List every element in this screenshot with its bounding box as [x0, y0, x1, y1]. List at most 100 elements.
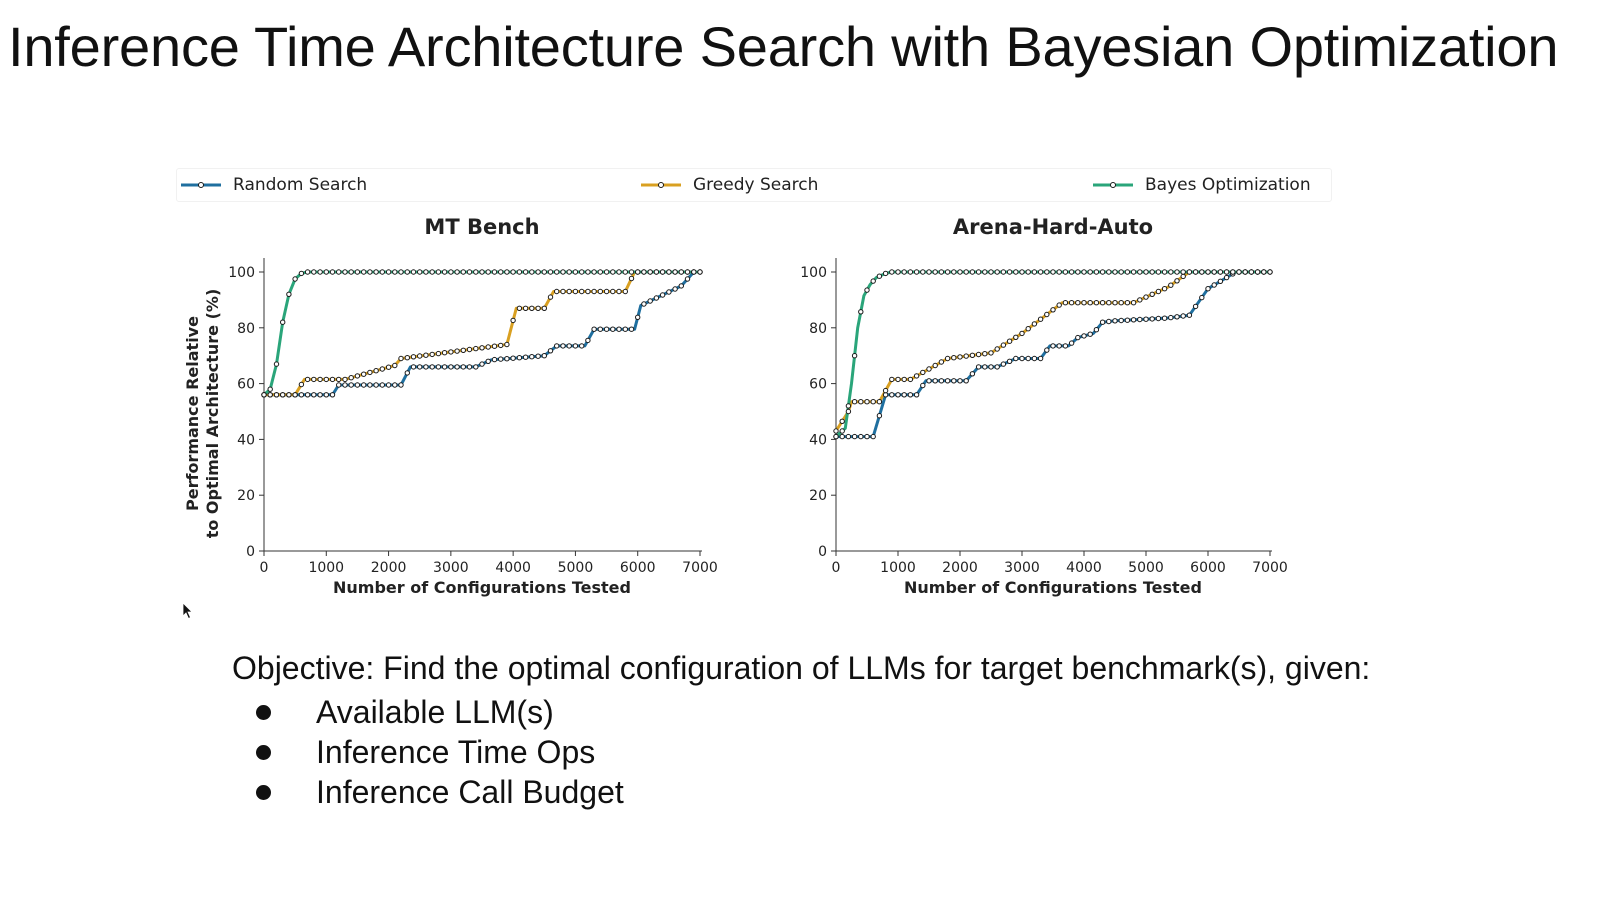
data-point-greedy-search: [398, 355, 404, 362]
y-tick-label: 80: [809, 321, 827, 337]
data-point-bayes-optimization: [261, 392, 267, 398]
data-point-bayes-optimization: [1118, 269, 1124, 275]
data-point-greedy-search: [1025, 326, 1031, 332]
data-point-greedy-search: [864, 399, 870, 405]
data-point-bayes-optimization: [1267, 269, 1273, 275]
data-point-bayes-optimization: [839, 428, 845, 434]
bullet-dot: [256, 745, 271, 760]
data-point-random-search: [969, 371, 976, 377]
data-point-bayes-optimization: [336, 269, 342, 275]
data-point-bayes-optimization: [1062, 269, 1069, 275]
data-point-bayes-optimization: [932, 269, 938, 275]
data-point-greedy-search: [529, 305, 535, 311]
data-point-greedy-search: [1093, 300, 1100, 306]
data-point-greedy-search: [876, 399, 883, 405]
data-point-greedy-search: [280, 392, 286, 398]
data-point-bayes-optimization: [392, 269, 398, 275]
data-point-bayes-optimization: [1143, 269, 1149, 275]
data-point-random-search: [1106, 318, 1112, 325]
data-point-greedy-search: [441, 350, 448, 356]
data-point-greedy-search: [1062, 300, 1069, 306]
data-point-bayes-optimization: [292, 276, 298, 282]
data-point-bayes-optimization: [1006, 269, 1013, 275]
data-point-random-search: [398, 382, 404, 388]
data-point-bayes-optimization: [1248, 269, 1255, 275]
data-point-random-search: [541, 353, 547, 359]
data-point-greedy-search: [1143, 294, 1149, 300]
data-point-bayes-optimization: [1199, 269, 1205, 275]
data-point-random-search: [361, 382, 367, 388]
data-point-random-search: [876, 413, 883, 419]
data-point-bayes-optimization: [373, 269, 379, 275]
data-point-bayes-optimization: [329, 269, 336, 275]
legend-label-bayes-optimization: Bayes Optimization: [1145, 175, 1311, 195]
objective-bullets: Available LLM(s) Inference Time Ops Infe…: [250, 692, 624, 812]
legend-item-random-search: Random Search: [181, 169, 367, 201]
series-line-bayes-optimization: [834, 270, 1272, 439]
data-point-bayes-optimization: [1106, 269, 1112, 275]
data-point-bayes-optimization: [491, 269, 498, 275]
data-point-random-search: [479, 361, 485, 367]
data-point-bayes-optimization: [516, 269, 523, 275]
data-point-greedy-search: [1037, 316, 1044, 322]
data-point-bayes-optimization: [1087, 269, 1093, 275]
data-point-greedy-search: [610, 288, 616, 295]
data-point-bayes-optimization: [951, 269, 957, 275]
data-point-random-search: [653, 295, 660, 301]
data-point-greedy-search: [498, 342, 504, 349]
data-point-bayes-optimization: [454, 269, 460, 275]
data-point-bayes-optimization: [579, 269, 585, 275]
data-point-random-search: [957, 378, 963, 384]
legend-label-random-search: Random Search: [233, 175, 368, 195]
x-tick-label: 4000: [495, 560, 531, 576]
y-tick-label: 0: [246, 544, 255, 560]
y-tick-label: 80: [237, 321, 255, 337]
data-point-random-search: [610, 326, 616, 332]
data-point-bayes-optimization: [522, 269, 529, 275]
data-point-greedy-search: [870, 399, 876, 405]
data-point-greedy-search: [1068, 300, 1075, 306]
data-point-random-search: [845, 433, 852, 440]
data-point-bayes-optimization: [585, 269, 591, 275]
data-point-bayes-optimization: [410, 269, 417, 275]
y-axis-label: Performance Relative: [183, 316, 202, 511]
data-point-bayes-optimization: [1025, 269, 1031, 275]
data-point-random-search: [329, 392, 336, 398]
data-point-greedy-search: [323, 376, 329, 383]
mouse-cursor-icon: [182, 602, 193, 620]
data-point-greedy-search: [982, 351, 988, 357]
data-point-random-search: [944, 378, 951, 384]
data-point-bayes-optimization: [975, 269, 982, 275]
data-point-bayes-optimization: [1112, 269, 1118, 275]
data-point-bayes-optimization: [1230, 269, 1236, 275]
data-point-greedy-search: [1168, 282, 1174, 288]
x-tick-label: 7000: [1252, 560, 1288, 576]
data-point-greedy-search: [622, 288, 628, 295]
data-point-bayes-optimization: [907, 269, 914, 275]
data-point-bayes-optimization: [354, 269, 361, 275]
data-point-random-search: [311, 392, 317, 398]
data-point-greedy-search: [373, 368, 379, 374]
data-point-bayes-optimization: [666, 269, 672, 275]
data-point-greedy-search: [423, 352, 429, 358]
data-point-random-search: [448, 364, 454, 370]
data-point-random-search: [373, 382, 379, 388]
data-point-greedy-search: [304, 376, 311, 383]
x-axis-label: Number of Configurations Tested: [333, 578, 631, 597]
data-point-greedy-search: [404, 355, 410, 361]
data-point-bayes-optimization: [1056, 269, 1062, 275]
data-point-random-search: [982, 364, 988, 370]
data-point-bayes-optimization: [684, 269, 691, 275]
data-point-bayes-optimization: [479, 269, 485, 275]
data-point-greedy-search: [448, 349, 454, 355]
data-point-bayes-optimization: [858, 309, 864, 315]
data-point-random-search: [1186, 312, 1193, 318]
data-point-bayes-optimization: [404, 269, 410, 275]
data-point-greedy-search: [889, 376, 895, 383]
data-point-greedy-search: [510, 317, 516, 324]
data-point-bayes-optimization: [845, 403, 852, 409]
data-point-greedy-search: [969, 352, 976, 358]
data-point-greedy-search: [603, 288, 610, 295]
data-point-greedy-search: [1161, 286, 1168, 292]
data-point-random-search: [304, 392, 311, 398]
